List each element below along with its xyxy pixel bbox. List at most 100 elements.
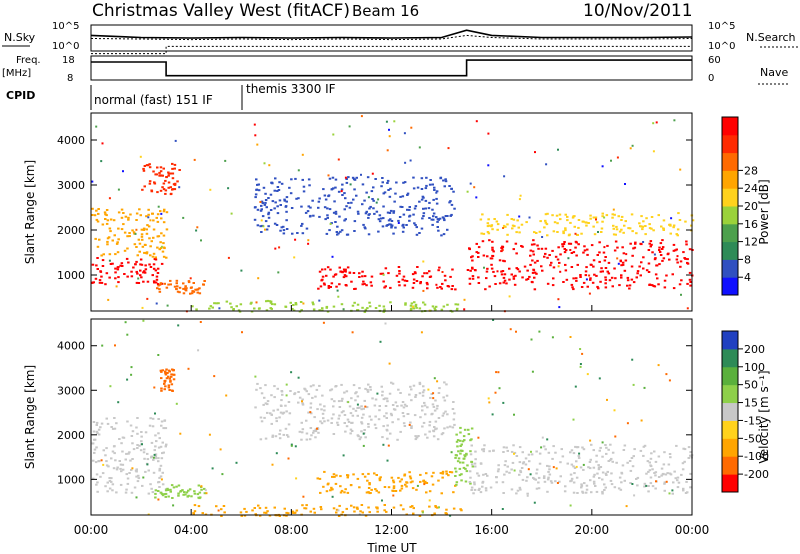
velocity-scatter-point [142,476,145,479]
power-scatter-point [545,163,548,166]
velocity-cell-3 [392,487,396,490]
power-cell-4 [443,219,446,222]
velocity-cell-3 [400,487,404,490]
velocity-cell-6 [683,448,687,451]
power-cell-4 [428,201,431,204]
velocity-scatter-point [492,319,495,321]
velocity-scatter-point [432,392,435,395]
velocity-scatter-point [421,511,424,514]
freq-frame [90,55,693,81]
power-cell-6 [363,310,367,313]
velocity-cell-7 [399,392,402,394]
velocity-cell-0 [157,481,160,484]
power-cell-4 [392,210,396,213]
power-cell-4 [372,207,375,210]
power-cell-3 [184,288,187,291]
power-cell-1 [156,220,160,223]
velocity-cell-3 [400,478,403,481]
velocity-scatter-point [436,380,439,383]
velocity-ytick-label: 2000 [57,429,85,442]
velocity-cell-6 [570,477,574,480]
power-scatter-point [595,218,597,221]
velocity-colorbar-segment [722,474,738,493]
power-cell-5 [332,275,335,278]
power-cell-7 [661,239,664,242]
velocity-cell-7 [332,433,336,435]
power-cell-5 [415,280,419,282]
power-cell-4 [371,198,374,200]
power-cell-1 [142,227,146,230]
velocity-scatter-point [382,443,385,446]
power-cell-4 [322,188,325,191]
velocity-cell-7 [423,401,426,404]
velocity-cell-6 [657,476,661,478]
velocity-scatter-point [513,452,515,455]
velocity-cell-1 [157,490,160,492]
velocity-cell-7 [381,436,384,439]
power-cell-7 [576,263,579,266]
velocity-cell-6 [548,473,552,476]
power-cell-6 [284,305,288,308]
velocity-cell-6 [609,459,612,462]
velocity-cell-0 [132,448,136,451]
power-cell-8 [487,218,490,221]
power-colorbar-tick-label: 24 [744,182,758,195]
power-cell-7 [654,257,657,260]
power-cell-7 [475,251,478,254]
power-cell-7 [601,270,604,273]
velocity-colorbar-tick-label: -200 [744,468,769,481]
velocity-scatter-point [302,495,305,498]
power-scatter-point [100,160,103,163]
velocity-cell-4 [436,506,439,509]
power-cell-4 [285,228,289,230]
velocity-cell-0 [105,447,108,450]
velocity-cell-7 [323,420,326,423]
power-cell-8 [513,225,516,228]
power-cell-7 [570,283,574,286]
power-cell-5 [382,280,385,283]
velocity-scatter-point [124,321,127,324]
velocity-cell-7 [369,388,372,391]
power-cell-4 [422,196,425,199]
velocity-cell-7 [382,425,385,428]
power-cell-5 [358,276,361,278]
power-cell-1 [113,234,116,237]
power-cell-7 [642,256,645,259]
power-cell-1 [141,238,144,241]
power-cell-6 [414,305,417,308]
power-cell-4 [351,176,355,179]
velocity-cell-7 [311,396,314,399]
power-scatter-point [487,132,490,135]
velocity-scatter-point [386,459,389,462]
velocity-scatter-point [416,484,419,487]
power-scatter-point [508,295,511,298]
time-axis-ticks: 00:00 04:00 08:00 12:00 16:00 20:00 00:00 [74,305,709,537]
time-tick-label: 12:00 [374,523,409,537]
velocity-cell-4 [220,508,223,511]
power-cell-7 [550,261,553,264]
power-cell-4 [436,226,439,228]
power-cell-7 [468,248,471,251]
power-cell-7 [532,269,536,272]
power-scatter-point [559,270,562,273]
velocity-cell-5 [464,467,467,470]
velocity-cell-6 [515,455,519,457]
velocity-cell-4 [304,507,308,510]
velocity-cell-7 [442,396,445,399]
power-cell-1 [127,216,130,219]
velocity-cell-7 [355,391,358,394]
velocity-cell-6 [682,447,685,450]
velocity-cell-7 [354,409,358,412]
power-cell-5 [412,282,416,284]
power-cell-4 [264,192,267,195]
velocity-colorbar-frame [721,330,739,493]
velocity-cell-6 [546,478,550,481]
power-cell-4 [402,223,405,226]
velocity-cell-0 [112,445,116,448]
power-cell-4 [256,183,259,186]
velocity-cell-0 [142,451,146,454]
velocity-cell-6 [660,467,664,470]
velocity-cell-7 [278,437,282,440]
velocity-cell-7 [389,432,392,435]
power-scatter-point [629,147,632,150]
